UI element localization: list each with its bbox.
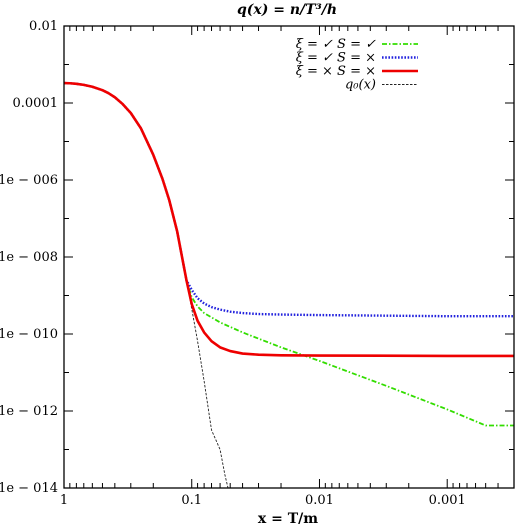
y-tick-label: 1e − 010 [0, 327, 58, 342]
series-line-0 [63, 82, 514, 427]
x-tick-label: 0.01 [305, 493, 334, 508]
x-axis-label: x = T/m [258, 511, 318, 527]
x-tick-label: 0.001 [429, 493, 466, 508]
legend-label: ξ = ✓ S = × [296, 51, 376, 66]
y-tick-label: 1e − 014 [0, 481, 58, 496]
axis-ticks: 1e − 014 1e − 012 1e − 010 1e − 008 1e − 006… [0, 19, 515, 508]
plot-curves [63, 81, 514, 489]
y-tick-label: 0.0001 [13, 96, 59, 111]
legend: ξ = ✓ S = ✓ξ = ✓ S = ×ξ = × S = ×q₀(x) [296, 37, 418, 93]
series-line-2 [63, 81, 514, 358]
y-tick-label: 1e − 012 [0, 404, 58, 419]
y-tick-label: 1e − 008 [0, 250, 58, 265]
x-tick-label: 0.1 [181, 493, 202, 508]
series-line-3 [63, 82, 229, 489]
x-tick-label: 1 [60, 493, 68, 508]
chart-title: q(x) = n/T³/h [237, 2, 337, 18]
legend-label: ξ = × S = × [296, 64, 376, 79]
legend-label: q₀(x) [345, 78, 376, 93]
legend-label: ξ = ✓ S = ✓ [296, 37, 376, 52]
y-tick-label: 1e − 006 [0, 173, 58, 188]
series-line-1 [63, 81, 514, 318]
y-tick-label: 0.01 [29, 19, 58, 34]
plot-frame [63, 25, 515, 489]
